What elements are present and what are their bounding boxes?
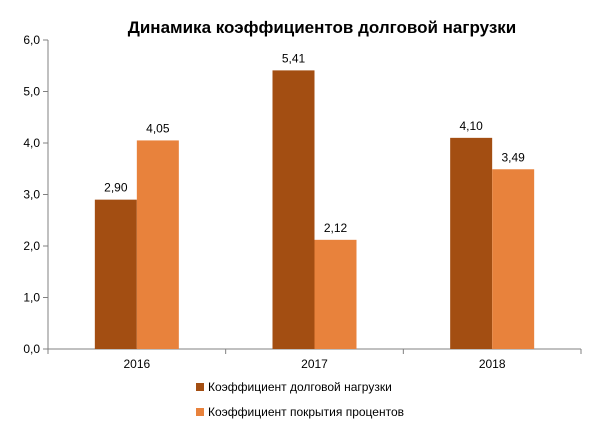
plot-area: 0,0 1,0 2,0 3,0 4,0 5,0 6,0 2,90 4,05 2016 5,41 2,1… (23, 33, 582, 371)
data-label: 3,49 (501, 150, 525, 164)
data-label: 5,41 (282, 51, 306, 65)
bar (492, 169, 535, 349)
bar (314, 239, 357, 349)
x-tick-label: 2016 (123, 357, 150, 371)
y-tick-label: 0,0 (23, 342, 40, 356)
y-tick-label: 4,0 (23, 136, 40, 150)
bar (136, 140, 179, 349)
data-label: 4,05 (146, 121, 170, 135)
bar (450, 137, 493, 349)
legend-label: Коэффициент долговой нагрузки (208, 380, 392, 394)
data-label: 2,12 (324, 221, 348, 235)
bar (94, 199, 137, 349)
legend-label: Коэффициент покрытия процентов (208, 405, 404, 419)
legend: Коэффициент долговой нагрузки Коэффициент… (196, 380, 404, 419)
chart-title: Динамика коэффициентов долговой нагрузки (128, 18, 517, 37)
x-tick-label: 2017 (301, 357, 328, 371)
y-tick-label: 6,0 (23, 33, 40, 47)
bar (272, 70, 315, 349)
y-tick-label: 5,0 (23, 85, 40, 99)
data-label: 4,10 (459, 119, 483, 133)
y-tick-label: 3,0 (23, 188, 40, 202)
y-tick-label: 2,0 (23, 239, 40, 253)
legend-swatch (196, 408, 204, 416)
data-label: 2,90 (104, 181, 128, 195)
legend-swatch (196, 383, 204, 391)
x-tick-label: 2018 (479, 357, 506, 371)
y-tick-label: 1,0 (23, 291, 40, 305)
